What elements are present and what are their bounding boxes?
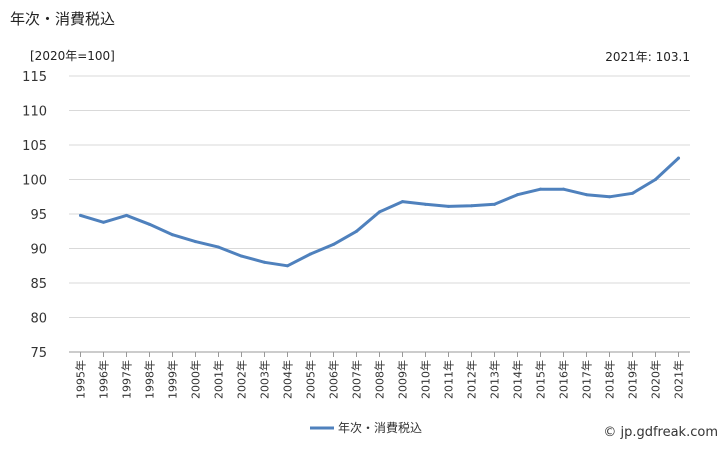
data-point <box>240 254 243 258</box>
y-tick-label: 110 <box>22 105 47 120</box>
data-point <box>194 240 197 244</box>
x-tick-label: 2001年 <box>212 360 226 399</box>
y-tick-label: 85 <box>30 277 47 292</box>
data-point <box>401 200 404 204</box>
x-tick-label: 2013年 <box>488 360 502 399</box>
data-point <box>332 242 335 246</box>
latest-value-label: 2021年: 103.1 <box>605 50 690 64</box>
x-tick-label: 2014年 <box>511 360 525 399</box>
data-point <box>171 233 174 237</box>
data-point <box>286 264 289 268</box>
data-point <box>608 195 611 199</box>
data-point <box>263 260 266 264</box>
data-point <box>309 252 312 256</box>
data-point <box>217 245 220 249</box>
x-tick-label: 2011年 <box>442 360 456 399</box>
x-tick-label: 1997年 <box>120 360 134 399</box>
y-tick-label: 115 <box>22 70 47 85</box>
x-tick-label: 2002年 <box>235 360 249 399</box>
y-tick-label: 80 <box>30 312 47 327</box>
data-point <box>493 202 496 206</box>
data-point <box>125 213 128 217</box>
x-tick-label: 2018年 <box>603 360 617 399</box>
x-tick-label: 2000年 <box>189 360 203 399</box>
data-point <box>102 220 105 224</box>
x-tick-label: 2003年 <box>258 360 272 399</box>
y-tick-label: 105 <box>22 139 47 154</box>
x-tick-label: 2020年 <box>649 360 663 399</box>
unit-label: [2020年=100] <box>30 49 115 63</box>
data-point <box>424 202 427 206</box>
x-tick-label: 2004年 <box>281 360 295 399</box>
data-point <box>654 178 657 181</box>
x-tick-label: 2006年 <box>327 360 341 399</box>
chart-title: 年次・消費税込 <box>10 10 116 28</box>
data-point <box>677 156 680 160</box>
x-tick-label: 2010年 <box>419 360 433 399</box>
data-point <box>378 210 381 214</box>
x-tick-label: 1998年 <box>143 360 157 399</box>
y-tick-label: 100 <box>22 174 47 189</box>
legend-label: 年次・消費税込 <box>338 420 422 435</box>
x-tick-label: 2017年 <box>580 360 594 399</box>
y-tick-label: 95 <box>30 208 47 223</box>
x-tick-label: 2015年 <box>534 360 548 399</box>
x-tick-label: 2016年 <box>557 360 571 399</box>
x-tick-label: 2007年 <box>350 360 364 399</box>
data-point <box>148 222 151 226</box>
data-point <box>516 193 519 197</box>
data-point <box>355 229 358 233</box>
x-tick-label: 1999年 <box>166 360 180 399</box>
x-tick-label: 2012年 <box>465 360 479 399</box>
x-tick-label: 2019年 <box>626 360 640 399</box>
data-point <box>539 187 542 191</box>
x-tick-label: 2008年 <box>373 360 387 399</box>
data-point <box>470 204 473 208</box>
data-point <box>562 187 565 191</box>
data-point <box>447 204 450 208</box>
x-tick-label: 2021年 <box>672 360 686 399</box>
x-tick-label: 2005年 <box>304 360 318 399</box>
data-point <box>79 213 82 217</box>
x-tick-label: 1995年 <box>74 360 88 399</box>
data-point <box>585 193 588 197</box>
source-credit: © jp.gdfreak.com <box>603 425 718 440</box>
x-tick-label: 2009年 <box>396 360 410 399</box>
y-tick-label: 75 <box>30 346 47 361</box>
data-point <box>631 191 634 195</box>
y-tick-label: 90 <box>30 243 47 258</box>
x-tick-label: 1996年 <box>97 360 111 399</box>
